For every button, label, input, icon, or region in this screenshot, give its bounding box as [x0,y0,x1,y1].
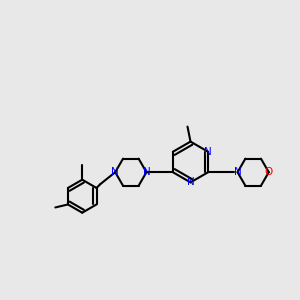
Text: N: N [111,167,119,177]
Text: N: N [204,147,212,157]
Text: N: N [234,167,242,177]
Text: O: O [265,167,273,177]
Text: N: N [187,177,194,188]
Text: N: N [142,167,150,177]
